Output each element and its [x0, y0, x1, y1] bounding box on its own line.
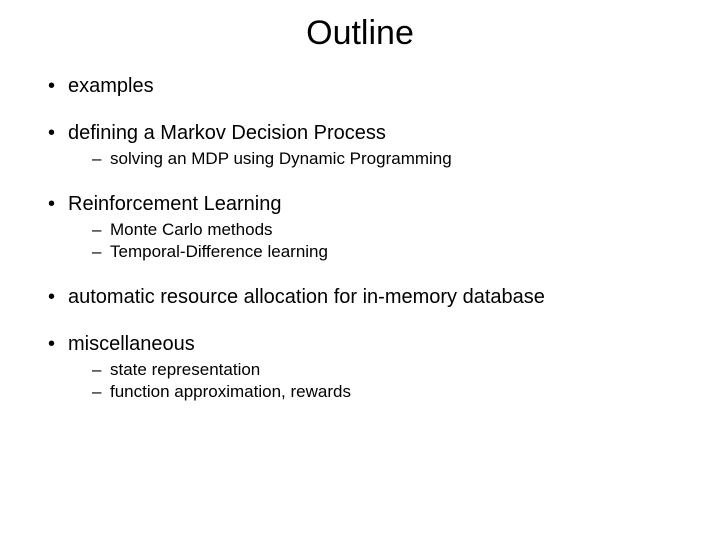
dash-icon: – — [92, 220, 110, 240]
dash-icon: – — [92, 242, 110, 262]
sub-item: – Temporal-Difference learning — [92, 242, 690, 262]
sub-list: – Monte Carlo methods – Temporal-Differe… — [48, 220, 690, 262]
dash-icon: – — [92, 382, 110, 402]
bullet-icon: • — [48, 334, 68, 354]
sub-item-text: state representation — [110, 360, 260, 380]
bullet-icon: • — [48, 123, 68, 143]
bullet-icon: • — [48, 287, 68, 307]
sub-item-text: function approximation, rewards — [110, 382, 351, 402]
list-item: • automatic resource allocation for in-m… — [48, 286, 690, 309]
sub-item: – solving an MDP using Dynamic Programmi… — [92, 149, 690, 169]
sub-item-text: Monte Carlo methods — [110, 220, 273, 240]
sub-item-text: Temporal-Difference learning — [110, 242, 328, 262]
list-item: • miscellaneous – state representation –… — [48, 333, 690, 402]
item-text: Reinforcement Learning — [68, 193, 281, 216]
list-item: • examples — [48, 75, 690, 98]
sub-item: – function approximation, rewards — [92, 382, 690, 402]
outline-list: • examples • defining a Markov Decision … — [30, 75, 690, 402]
bullet-icon: • — [48, 76, 68, 96]
dash-icon: – — [92, 360, 110, 380]
item-text: defining a Markov Decision Process — [68, 122, 386, 145]
list-item: • defining a Markov Decision Process – s… — [48, 122, 690, 169]
sub-item-text: solving an MDP using Dynamic Programming — [110, 149, 452, 169]
slide-title: Outline — [30, 14, 690, 53]
dash-icon: – — [92, 149, 110, 169]
item-text: automatic resource allocation for in-mem… — [68, 286, 545, 309]
sub-item: – Monte Carlo methods — [92, 220, 690, 240]
item-text: examples — [68, 75, 154, 98]
bullet-icon: • — [48, 194, 68, 214]
sub-list: – solving an MDP using Dynamic Programmi… — [48, 149, 690, 169]
list-item: • Reinforcement Learning – Monte Carlo m… — [48, 193, 690, 262]
item-text: miscellaneous — [68, 333, 195, 356]
sub-item: – state representation — [92, 360, 690, 380]
sub-list: – state representation – function approx… — [48, 360, 690, 402]
slide: Outline • examples • defining a Markov D… — [0, 0, 720, 540]
